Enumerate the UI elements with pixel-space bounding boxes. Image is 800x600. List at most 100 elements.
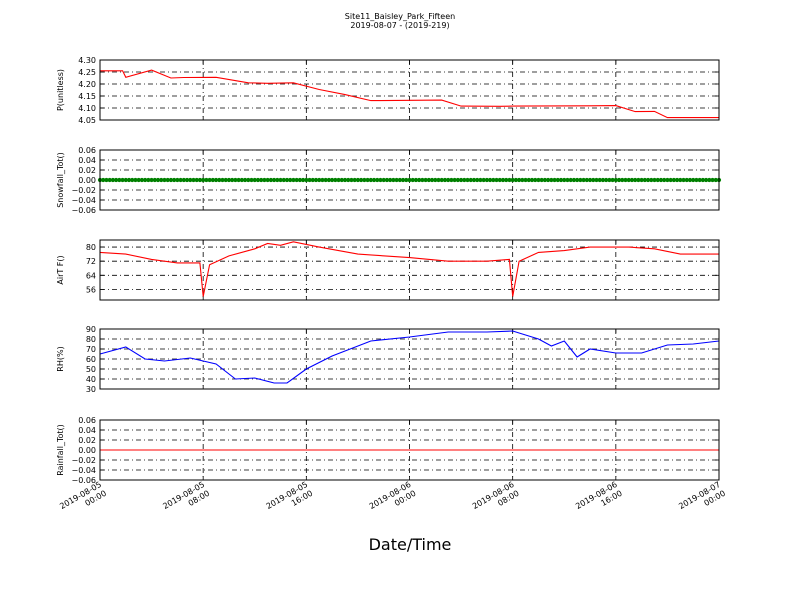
data-point (710, 177, 715, 183)
data-point (271, 177, 277, 183)
data-point (201, 177, 206, 183)
data-point (294, 177, 299, 183)
data-point (365, 177, 370, 183)
data-point (152, 177, 157, 183)
data-point (233, 177, 238, 183)
data-point (239, 177, 244, 183)
y-tick-label: 0.00 (78, 446, 96, 455)
data-point (475, 177, 480, 183)
y-axis-label: Rainfall_Tot() (56, 424, 65, 476)
panel-5: 0.060.040.020.00−0.02−0.04−0.06 Rainfall_… (56, 416, 720, 485)
y-tick-label: 80 (86, 335, 96, 344)
data-point (159, 177, 164, 183)
figure-title: Site11_Baisley_Park_Fifteen (345, 12, 455, 21)
y-tick-label: 0.06 (78, 146, 96, 155)
y-tick-label: 0.00 (78, 176, 96, 185)
data-point (694, 177, 699, 183)
y-tick-label: 60 (86, 355, 96, 364)
y-tick-label: 70 (86, 345, 96, 354)
data-point (500, 177, 506, 183)
data-point (168, 177, 174, 183)
data-point (339, 177, 344, 183)
data-point (378, 177, 383, 183)
data-point (494, 177, 499, 183)
data-point (584, 177, 589, 183)
data-point (126, 177, 132, 183)
data-point (217, 177, 222, 183)
y-tick-label: 4.25 (78, 68, 96, 77)
axes-frame (99, 328, 720, 390)
data-point (678, 177, 683, 183)
data-point (623, 177, 628, 183)
data-point (674, 177, 680, 183)
data-point (684, 177, 689, 183)
data-point (342, 177, 348, 183)
data-point (349, 177, 354, 183)
data-point (262, 177, 267, 183)
data-point (639, 177, 644, 183)
data-point (388, 177, 393, 183)
data-point (555, 177, 560, 183)
y-tick-label: −0.04 (71, 466, 96, 475)
series-line (100, 69, 719, 119)
data-point (133, 177, 138, 183)
data-point (255, 177, 261, 183)
data-point (123, 177, 128, 183)
data-point (529, 177, 535, 183)
data-point (478, 177, 483, 183)
data-point (526, 177, 531, 183)
data-point (136, 177, 141, 183)
x-axis-label: Date/Time (369, 535, 452, 554)
y-tick-label: 0.02 (78, 436, 96, 445)
data-point (616, 177, 622, 183)
data-point (346, 177, 351, 183)
data-point (568, 177, 573, 183)
y-tick-label: 0.02 (78, 166, 96, 175)
data-point (110, 177, 115, 183)
data-point (594, 177, 599, 183)
data-point (552, 177, 557, 183)
y-tick-label: 50 (86, 365, 96, 374)
data-point (304, 177, 309, 183)
data-point (139, 177, 145, 183)
data-point (391, 177, 396, 183)
figure-subtitle: 2019-08-07 - (2019-219) (350, 21, 449, 30)
axes-frame (99, 59, 720, 121)
data-point (194, 177, 199, 183)
data-point (517, 177, 522, 183)
data-point (317, 177, 322, 183)
data-point (536, 177, 541, 183)
data-point (707, 177, 712, 183)
data-point (565, 177, 570, 183)
x-tick-label: 2019-08-0508:00 (161, 480, 211, 520)
data-point (191, 177, 196, 183)
data-point (220, 177, 225, 183)
data-point (587, 177, 593, 183)
data-point (446, 177, 451, 183)
x-tick-label: 2019-08-0700:00 (677, 480, 727, 520)
data-point (510, 177, 515, 183)
data-point (130, 177, 135, 183)
data-point (439, 177, 444, 183)
data-point (155, 177, 161, 183)
data-point (252, 177, 257, 183)
data-point (210, 177, 215, 183)
data-point (620, 177, 625, 183)
series-line (99, 241, 719, 297)
x-tick-label: 2019-08-0600:00 (368, 480, 418, 520)
data-point (687, 177, 693, 183)
data-point (114, 177, 119, 183)
panel-3: 80 72 64 56 AirT F() (56, 239, 720, 301)
data-point (455, 177, 460, 183)
data-point (381, 177, 386, 183)
data-point (397, 177, 402, 183)
data-point (230, 177, 235, 183)
axes-frame (99, 239, 720, 301)
y-tick-label: 56 (86, 285, 96, 294)
data-point (655, 177, 660, 183)
data-point (107, 177, 112, 183)
data-point (471, 177, 477, 183)
y-tick-label: 4.10 (78, 104, 96, 113)
data-point (259, 177, 264, 183)
y-tick-label: 0.04 (78, 156, 96, 165)
